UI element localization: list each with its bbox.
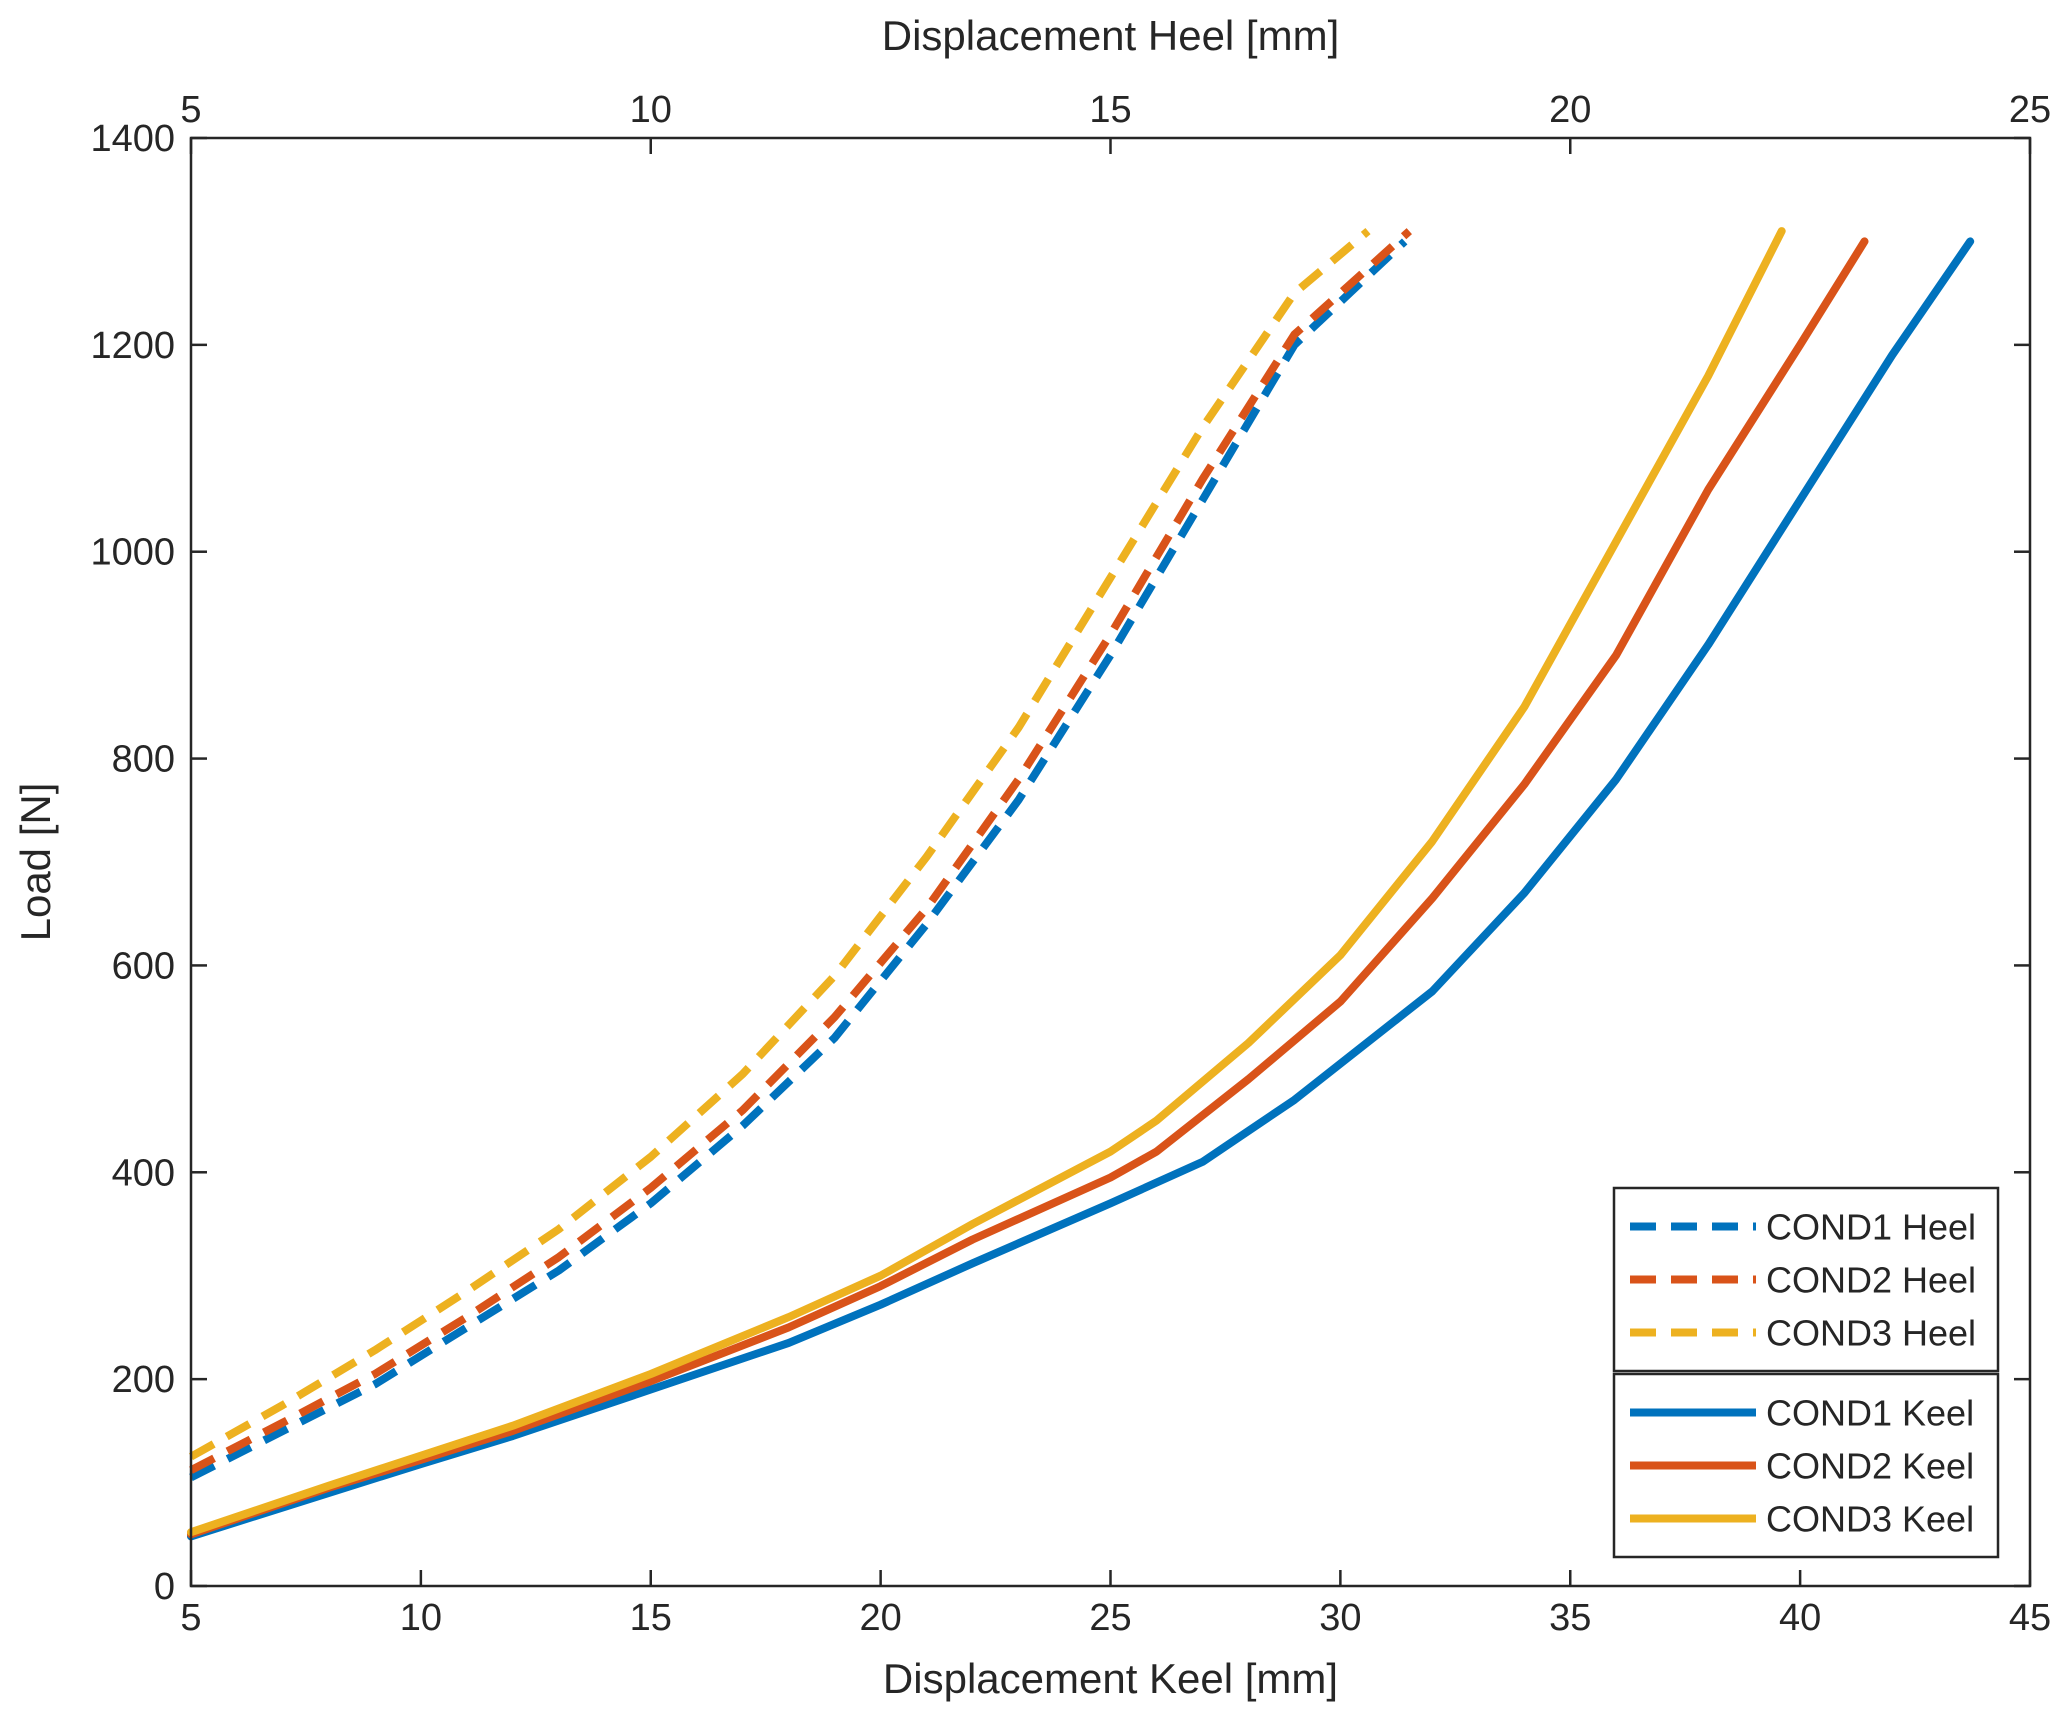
x-tick-label: 20 bbox=[859, 1597, 901, 1639]
x-tick-label: 30 bbox=[1319, 1597, 1361, 1639]
y-tick-label: 0 bbox=[154, 1566, 175, 1608]
y-tick-label: 800 bbox=[112, 739, 175, 781]
y-axis-title: Load [N] bbox=[12, 783, 59, 942]
series-line-cond2-keel bbox=[187, 237, 1869, 1539]
y-tick-label: 1400 bbox=[90, 118, 175, 160]
legend-label: COND1 Heel bbox=[1766, 1207, 1976, 1248]
series-line-cond2-heel bbox=[189, 228, 1412, 1474]
y-tick-label: 200 bbox=[112, 1359, 175, 1401]
y-tick-label: 600 bbox=[112, 945, 175, 987]
y-tick-label: 400 bbox=[112, 1152, 175, 1194]
legend-label: COND3 Heel bbox=[1766, 1313, 1976, 1354]
x-tick-label: 10 bbox=[400, 1597, 442, 1639]
series-layer bbox=[187, 227, 1975, 1541]
x2-tick-label: 20 bbox=[1549, 89, 1591, 131]
x-tick-label: 15 bbox=[630, 1597, 672, 1639]
series-line-cond1-heel bbox=[189, 238, 1408, 1481]
ticks-layer: 5 10 15 20 25 30 35 40 45 5 10 15 20 25 0 200 400 600 800 1… bbox=[90, 89, 2051, 1639]
y-tick-label: 1200 bbox=[90, 325, 175, 367]
x-tick-label: 35 bbox=[1549, 1597, 1591, 1639]
x-tick-label: 25 bbox=[1089, 1597, 1131, 1639]
legend-label: COND3 Keel bbox=[1766, 1499, 1974, 1540]
legend-label: COND2 Keel bbox=[1766, 1446, 1974, 1487]
x2-tick-label: 10 bbox=[630, 89, 672, 131]
x-tick-label: 45 bbox=[2009, 1597, 2051, 1639]
top-axis-title: Displacement Heel [mm] bbox=[882, 12, 1339, 59]
series-line-cond1-keel bbox=[187, 237, 1975, 1541]
x2-tick-label: 15 bbox=[1089, 89, 1131, 131]
x-tick-label: 40 bbox=[1779, 1597, 1821, 1639]
series-line-cond3-keel bbox=[187, 227, 1786, 1537]
legend-heel: COND1 Heel COND2 Heel COND3 Heel bbox=[1612, 1186, 2000, 1373]
legend-label: COND2 Heel bbox=[1766, 1260, 1976, 1301]
series-line-cond3-heel bbox=[189, 228, 1371, 1461]
legend-label: COND1 Keel bbox=[1766, 1393, 1974, 1434]
x2-tick-label: 25 bbox=[2009, 89, 2051, 131]
x-tick-label: 5 bbox=[180, 1597, 201, 1639]
x2-tick-label: 5 bbox=[180, 89, 201, 131]
bottom-axis-title: Displacement Keel [mm] bbox=[883, 1655, 1338, 1702]
legend-keel: COND1 Keel COND2 Keel COND3 Keel bbox=[1612, 1372, 2000, 1559]
y-tick-label: 1000 bbox=[90, 532, 175, 574]
